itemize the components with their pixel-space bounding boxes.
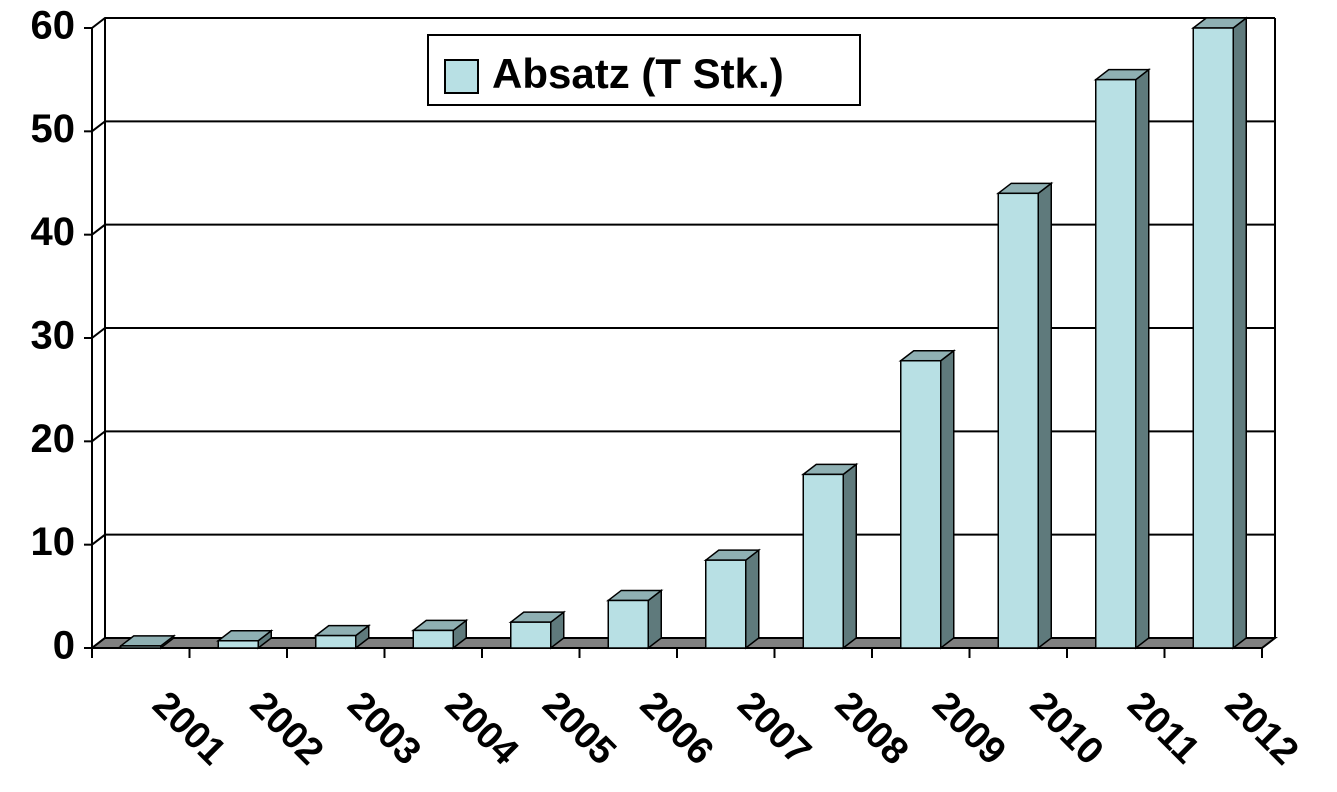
bar — [900, 359, 942, 649]
y-tick-label: 50 — [31, 107, 76, 151]
legend-box — [427, 34, 861, 106]
bar — [412, 629, 454, 649]
bar-side — [1135, 68, 1150, 650]
grid-line — [91, 533, 1275, 546]
bar — [997, 192, 1039, 649]
x-tick-label: 2008 — [827, 684, 916, 773]
bar-side — [940, 349, 955, 650]
y-tick-label: 0 — [53, 624, 75, 668]
bar-side — [1232, 16, 1247, 650]
grid-line — [91, 430, 1275, 443]
legend-label: Absatz (T Stk.) — [492, 50, 784, 97]
bar-side — [745, 548, 760, 650]
bar — [217, 640, 259, 649]
x-tick-label: 2009 — [924, 684, 1013, 773]
grid-line — [91, 120, 1275, 133]
x-tick-label: 2005 — [534, 684, 623, 773]
x-tick-label: 2002 — [242, 684, 331, 773]
grid-line — [91, 223, 1275, 236]
bar — [315, 634, 357, 649]
bar — [1095, 78, 1137, 649]
x-tick-label: 2006 — [632, 684, 721, 773]
bar — [607, 599, 649, 649]
x-tick-label: 2010 — [1022, 684, 1111, 773]
y-tick-label: 40 — [31, 210, 76, 254]
y-tick-label: 60 — [31, 4, 76, 48]
grid-line — [91, 327, 1275, 339]
x-tick-label: 2003 — [339, 684, 428, 773]
bar — [510, 621, 552, 649]
bar-side — [1037, 181, 1052, 650]
y-tick-label: 10 — [31, 520, 76, 564]
x-tick-label: 2001 — [144, 684, 233, 773]
y-tick-label: 30 — [31, 314, 76, 358]
bar — [1192, 27, 1234, 649]
bar-side — [842, 462, 857, 650]
x-tick-label: 2012 — [1217, 684, 1306, 773]
bar — [705, 559, 747, 649]
bar — [802, 473, 844, 649]
x-tick-label: 2011 — [1119, 684, 1207, 772]
bar — [120, 645, 162, 649]
x-tick-label: 2007 — [729, 684, 818, 773]
x-tick-label: 2004 — [437, 684, 526, 773]
y-tick-label: 20 — [31, 417, 76, 461]
grid-line — [91, 17, 1275, 29]
legend-swatch — [444, 59, 479, 94]
